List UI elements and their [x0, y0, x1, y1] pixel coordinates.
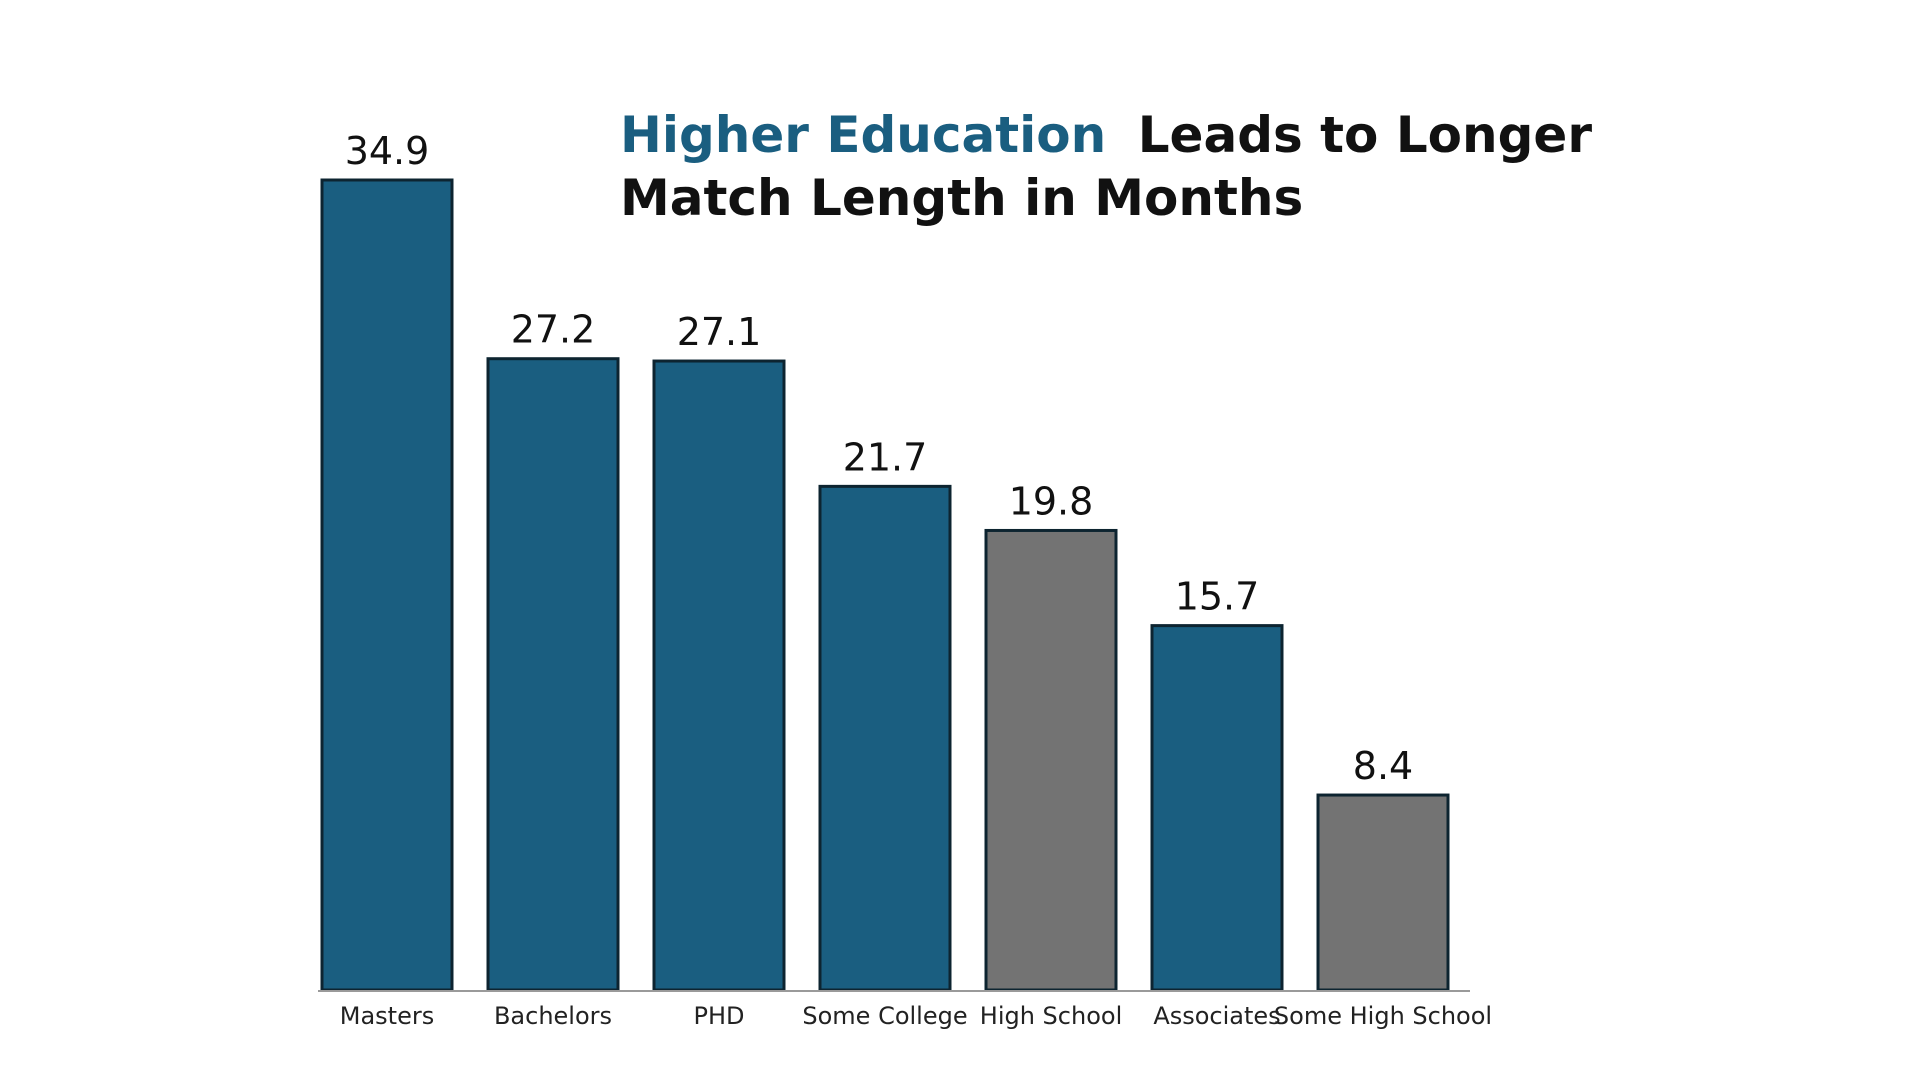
category-labels-group: Masters Bachelors PHD Some College High Scho…: [340, 1002, 1492, 1030]
category-label-phd: PHD: [694, 1002, 745, 1030]
chart-title-highlight: Higher Education: [620, 106, 1106, 164]
value-label-some-high-school: 8.4: [1353, 744, 1413, 788]
category-label-high-school: High School: [980, 1002, 1122, 1030]
bar-some-high-school: [1316, 793, 1450, 992]
category-label-bachelors: Bachelors: [494, 1002, 612, 1030]
bar-some-college: [818, 484, 952, 992]
bar-masters: [320, 178, 454, 992]
bar-bachelors: [486, 357, 620, 992]
value-label-phd: 27.1: [677, 310, 762, 354]
value-label-some-college: 21.7: [843, 435, 928, 479]
value-label-bachelors: 27.2: [511, 308, 596, 352]
value-label-masters: 34.9: [345, 129, 430, 173]
category-label-masters: Masters: [340, 1002, 434, 1030]
chart-title-rest: Leads to Longer: [1138, 106, 1593, 164]
chart-title-line-1: Higher Education Leads to Longer: [620, 106, 1592, 164]
chart-title-line-2: Match Length in Months: [620, 169, 1303, 227]
value-label-high-school: 19.8: [1009, 479, 1094, 523]
category-label-some-high-school: Some High School: [1274, 1002, 1492, 1030]
category-label-associates: Associates: [1153, 1002, 1280, 1030]
bar-high-school: [984, 528, 1118, 992]
bar-associates: [1150, 624, 1284, 992]
bars-group: [320, 178, 1450, 992]
bar-phd: [652, 359, 786, 992]
value-label-associates: 15.7: [1175, 575, 1260, 619]
category-label-some-college: Some College: [802, 1002, 967, 1030]
value-labels-group: 34.9 27.2 27.1 21.7 19.8 15.7 8.4: [345, 129, 1414, 788]
